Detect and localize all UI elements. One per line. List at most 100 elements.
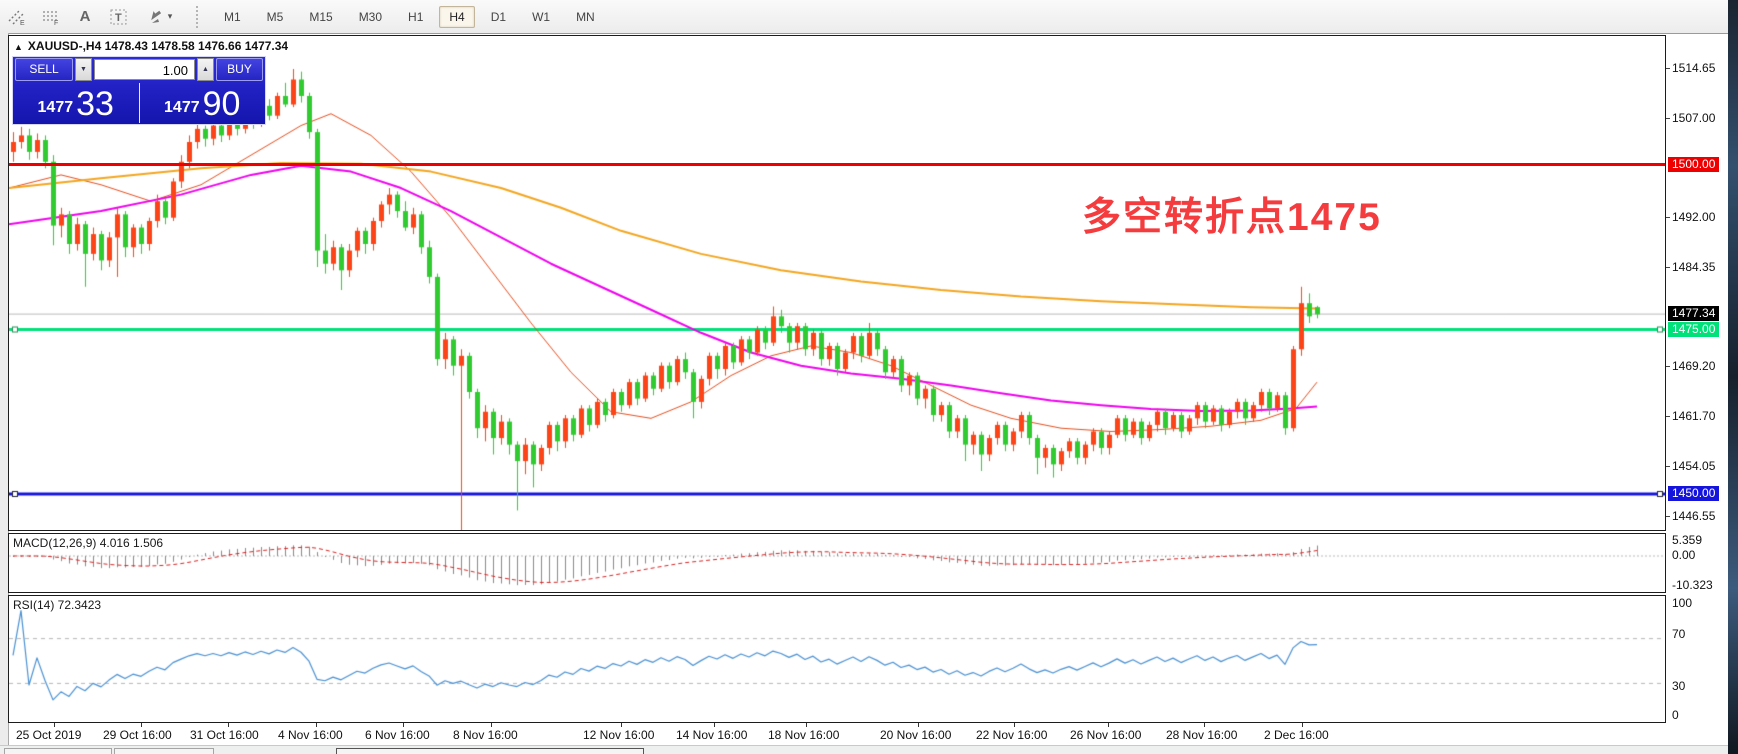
expand-arrow-icon[interactable]: ▲ [14,42,23,52]
price-badge: 1475.00 [1668,322,1720,337]
time-tick [491,723,492,727]
time-tick [141,723,142,727]
time-tick [403,723,404,727]
price-badge: 1450.00 [1668,486,1720,501]
volume-input[interactable]: 1.00 [94,59,195,80]
macd-label: MACD(12,26,9) 4.016 1.506 [13,536,164,550]
chart-annotation-text: 多空转折点1475 [1082,196,1382,239]
time-axis-label: 22 Nov 16:00 [976,728,1048,742]
time-axis-label: 25 Oct 2019 [16,728,82,742]
time-tick [1014,723,1015,727]
desktop-edge [1728,0,1738,754]
price-tick [1666,267,1670,268]
price-axis[interactable]: 1514.65 1507.00 1492.00 1484.35 1469.20 1461.… [1666,0,1728,754]
chart-tabs-strip[interactable] [0,745,1729,754]
timeframe-h4[interactable]: H4 [439,5,475,28]
price-badge: 1477.34 [1668,306,1720,321]
time-tick [1204,723,1205,727]
price-axis-label: 1454.05 [1672,459,1716,473]
rsi-label: RSI(14) 72.3423 [13,598,102,612]
sell-price-base: 1477 [37,99,74,116]
time-axis-label: 6 Nov 16:00 [365,728,430,742]
time-tick [806,723,807,727]
arrows-icon[interactable]: ▾ [140,5,178,29]
time-tick [316,723,317,727]
toolbar: E F A T ▾ M1 M5 M15 M30 H1 H4 D1 W [0,0,1729,34]
buy-price[interactable]: 1477 90 [140,82,266,124]
time-axis-label: 20 Nov 16:00 [880,728,952,742]
price-badge: 1500.00 [1668,157,1720,172]
timeframe-buttons: M1 M5 M15 M30 H1 H4 D1 W1 MN [211,5,608,28]
price-tick [1666,118,1670,119]
price-tick [1666,516,1670,517]
chart-tab-active[interactable] [336,748,644,754]
trade-panel-divider [138,83,140,123]
indicator-axis-label: -10.323 [1672,578,1713,592]
time-tick [621,723,622,727]
time-axis-label: 8 Nov 16:00 [453,728,518,742]
price-axis-label: 1507.00 [1672,111,1716,125]
volume-increase-button[interactable]: ▲ [197,58,214,81]
main-chart-panel[interactable] [8,35,1666,531]
time-axis-label: 12 Nov 16:00 [583,728,655,742]
buy-button[interactable]: BUY [216,58,263,81]
time-tick [228,723,229,727]
buy-price-big: 90 [202,85,241,123]
timeframe-m1[interactable]: M1 [224,9,241,24]
time-tick [918,723,919,727]
time-axis[interactable]: 25 Oct 2019 29 Oct 16:00 31 Oct 16:00 4 Nov… [8,723,1666,745]
time-axis-label: 26 Nov 16:00 [1070,728,1142,742]
indicator-axis-label: 70 [1672,627,1686,641]
timeframe-m30[interactable]: M30 [358,9,383,24]
macd-panel[interactable] [8,533,1666,593]
price-axis-label: 1469.20 [1672,359,1716,373]
time-tick [1108,723,1109,727]
chart-tab[interactable] [4,748,112,754]
timeframe-m5[interactable]: M5 [266,9,284,24]
chart-title: ▲ XAUUSD-,H4 1478.43 1478.58 1476.66 1477… [14,39,289,53]
rsi-panel[interactable] [8,595,1666,723]
price-axis-label: 1514.65 [1672,61,1716,75]
indicator-axis-label: 30 [1672,679,1686,693]
timeframe-h1[interactable]: H1 [408,9,424,24]
one-click-trading-panel: SELL ▼ 1.00 ▲ BUY 1477 33 1477 90 [12,56,266,125]
price-axis-label: 1484.35 [1672,260,1716,274]
price-axis-label: 1492.00 [1672,210,1716,224]
time-tick [714,723,715,727]
svg-text:T: T [115,12,122,24]
time-axis-label: 31 Oct 16:00 [190,728,259,742]
timeframe-mn[interactable]: MN [576,9,595,24]
hline-1500[interactable] [9,163,1665,166]
price-tick [1666,366,1670,367]
time-tick [1302,723,1303,727]
toolbar-separator [196,5,203,28]
candlestick-chart-canvas[interactable] [9,36,1665,530]
time-axis-label: 2 Dec 16:00 [1264,728,1329,742]
equidistant-channel-icon[interactable]: E [4,5,30,29]
sell-button[interactable]: SELL [15,58,73,81]
sell-price[interactable]: 1477 33 [13,82,139,124]
fibonacci-retracement-icon[interactable]: F [38,5,64,29]
price-tick [1666,217,1670,218]
timeframe-m15[interactable]: M15 [309,9,333,24]
time-axis-label: 14 Nov 16:00 [676,728,748,742]
sell-price-big: 33 [76,85,114,123]
text-icon[interactable]: T [106,5,132,29]
time-axis-label: 4 Nov 16:00 [278,728,343,742]
indicator-axis-label: 100 [1672,596,1693,610]
text-label-icon[interactable]: A [79,8,91,25]
time-axis-label: 29 Oct 16:00 [103,728,172,742]
svg-text:F: F [54,20,58,26]
price-tick [1666,466,1670,467]
timeframe-w1[interactable]: W1 [532,9,551,24]
chart-tab[interactable] [114,748,214,754]
indicator-axis-label: 0.00 [1672,548,1696,562]
price-tick [1666,68,1670,69]
time-axis-label: 28 Nov 16:00 [1166,728,1238,742]
price-tick [1666,416,1670,417]
volume-decrease-button[interactable]: ▼ [75,58,92,81]
timeframe-d1[interactable]: D1 [490,9,507,24]
svg-text:E: E [20,20,25,26]
price-axis-label: 1446.55 [1672,509,1716,523]
